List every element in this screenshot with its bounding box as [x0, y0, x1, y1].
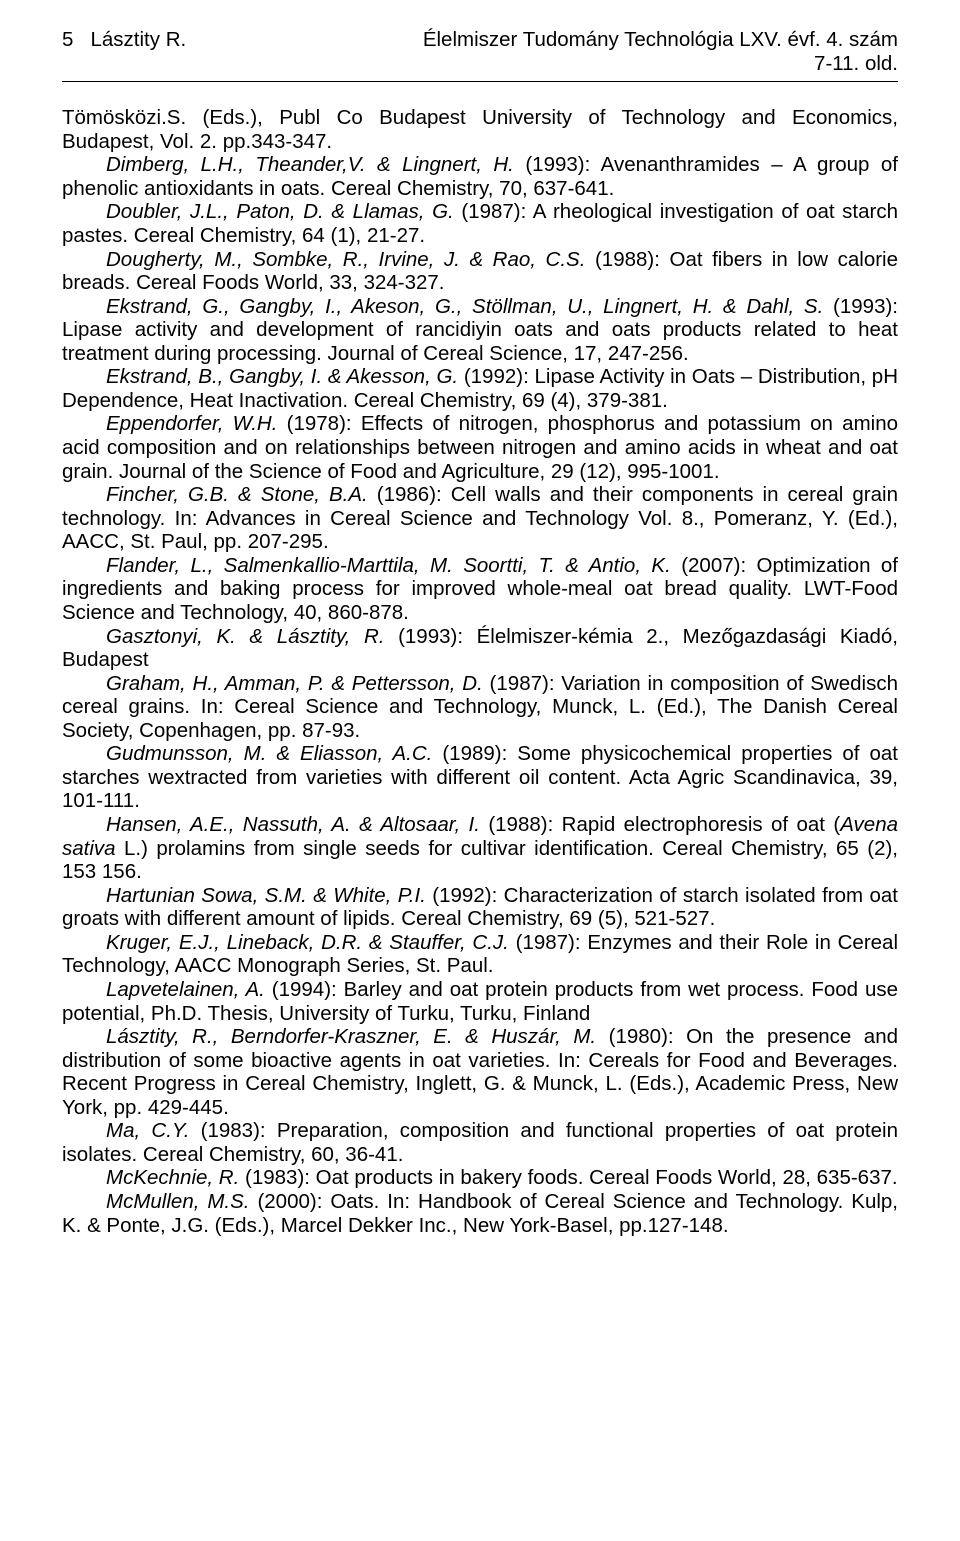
- reference-entry: McKechnie, R. (1983): Oat products in ba…: [62, 1166, 898, 1190]
- header-author: Lásztity R.: [91, 28, 187, 51]
- reference-entry: McMullen, M.S. (2000): Oats. In: Handboo…: [62, 1190, 898, 1237]
- ref-text: L.) prolamins from single seeds for cult…: [62, 837, 898, 884]
- header-pages: 7-11. old.: [423, 52, 898, 76]
- ref-authors: Hansen, A.E., Nassuth, A. & Altosaar, I.: [106, 813, 480, 836]
- ref-authors: McKechnie, R.: [106, 1166, 239, 1189]
- reference-entry: Eppendorfer, W.H. (1978): Effects of nit…: [62, 412, 898, 483]
- reference-entry: Flander, L., Salmenkallio-Marttila, M. S…: [62, 554, 898, 625]
- reference-entry: Hansen, A.E., Nassuth, A. & Altosaar, I.…: [62, 813, 898, 884]
- reference-entry: Gudmunsson, M. & Eliasson, A.C. (1989): …: [62, 742, 898, 813]
- page-number: 5: [62, 28, 73, 51]
- reference-entry: Doubler, J.L., Paton, D. & Llamas, G. (1…: [62, 200, 898, 247]
- reference-entry: Gasztonyi, K. & Lásztity, R. (1993): Éle…: [62, 625, 898, 672]
- reference-entry: Ma, C.Y. (1983): Preparation, compositio…: [62, 1119, 898, 1166]
- reference-entry: Tömösközi.S. (Eds.), Publ Co Budapest Un…: [62, 106, 898, 153]
- ref-authors: Fincher, G.B. & Stone, B.A.: [106, 483, 368, 506]
- ref-authors: Ekstrand, B., Gangby, I. & Akesson, G.: [106, 365, 458, 388]
- ref-authors: Eppendorfer, W.H.: [106, 412, 277, 435]
- ref-text: (1983): Oat products in bakery foods. Ce…: [239, 1166, 897, 1189]
- reference-entry: Fincher, G.B. & Stone, B.A. (1986): Cell…: [62, 483, 898, 554]
- reference-entry: Graham, H., Amman, P. & Pettersson, D. (…: [62, 672, 898, 743]
- ref-authors: Gudmunsson, M. & Eliasson, A.C.: [106, 742, 432, 765]
- header-left: 5 Lásztity R.: [62, 28, 186, 52]
- ref-authors: Ma, C.Y.: [106, 1119, 189, 1142]
- reference-entry: Hartunian Sowa, S.M. & White, P.I. (1992…: [62, 884, 898, 931]
- ref-authors: Doubler, J.L., Paton, D. & Llamas, G.: [106, 200, 454, 223]
- reference-entry: Lásztity, R., Berndorfer-Kraszner, E. & …: [62, 1025, 898, 1119]
- ref-authors: Graham, H., Amman, P. & Pettersson, D.: [106, 672, 483, 695]
- header-divider: [62, 81, 898, 82]
- header-journal: Élelmiszer Tudomány Technológia LXV. évf…: [423, 28, 898, 52]
- ref-authors: Flander, L., Salmenkallio-Marttila, M. S…: [106, 554, 671, 577]
- reference-entry: Ekstrand, G., Gangby, I., Akeson, G., St…: [62, 295, 898, 366]
- ref-authors: McMullen, M.S.: [106, 1190, 250, 1213]
- ref-authors: Lásztity, R., Berndorfer-Kraszner, E. & …: [106, 1025, 596, 1048]
- ref-text: (1988): Rapid electrophoresis of oat (: [480, 813, 840, 836]
- reference-entry: Ekstrand, B., Gangby, I. & Akesson, G. (…: [62, 365, 898, 412]
- reference-entry: Dimberg, L.H., Theander,V. & Lingnert, H…: [62, 153, 898, 200]
- ref-authors: Ekstrand, G., Gangby, I., Akeson, G., St…: [106, 295, 823, 318]
- ref-authors: Lapvetelainen, A.: [106, 978, 265, 1001]
- reference-entry: Lapvetelainen, A. (1994): Barley and oat…: [62, 978, 898, 1025]
- ref-text: Tömösközi.S. (Eds.), Publ Co Budapest Un…: [62, 106, 898, 153]
- ref-authors: Hartunian Sowa, S.M. & White, P.I.: [106, 884, 426, 907]
- ref-authors: Dimberg, L.H., Theander,V. & Lingnert, H…: [106, 153, 514, 176]
- reference-entry: Kruger, E.J., Lineback, D.R. & Stauffer,…: [62, 931, 898, 978]
- page-header: 5 Lásztity R. Élelmiszer Tudomány Techno…: [62, 28, 898, 75]
- ref-authors: Dougherty, M., Sombke, R., Irvine, J. & …: [106, 248, 585, 271]
- ref-authors: Kruger, E.J., Lineback, D.R. & Stauffer,…: [106, 931, 509, 954]
- header-right: Élelmiszer Tudomány Technológia LXV. évf…: [423, 28, 898, 75]
- reference-entry: Dougherty, M., Sombke, R., Irvine, J. & …: [62, 248, 898, 295]
- ref-authors: Gasztonyi, K. & Lásztity, R.: [106, 625, 384, 648]
